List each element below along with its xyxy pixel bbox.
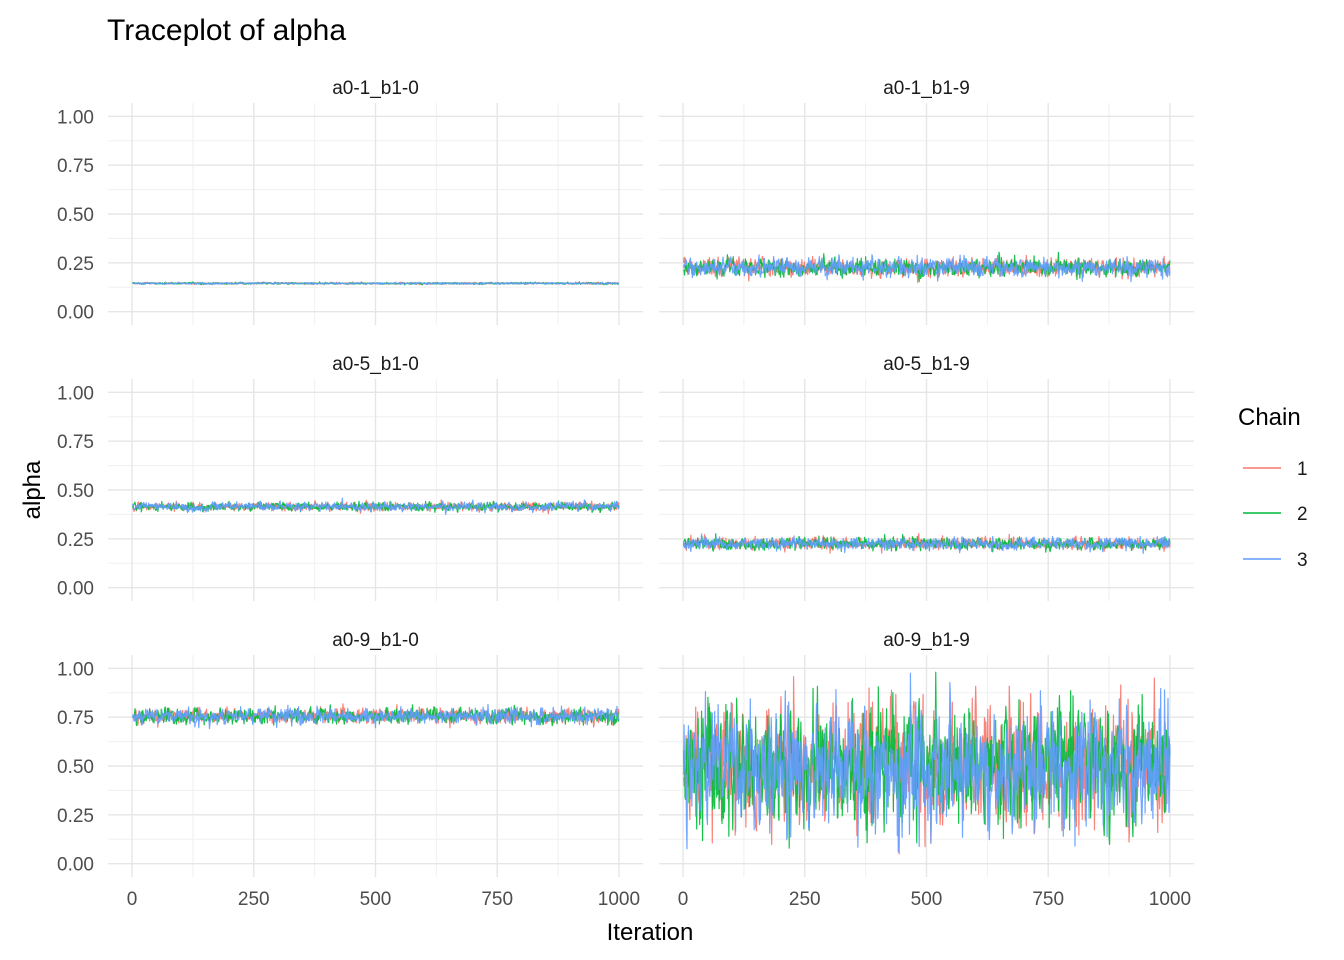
trace-chain-3 (682, 254, 1171, 283)
x-tick-label: 0 (127, 889, 138, 910)
x-tick-label: 250 (238, 889, 270, 910)
y-tick-label: 1.00 (57, 383, 94, 404)
major-grid (108, 103, 643, 325)
y-tick-label: 0.00 (57, 303, 94, 324)
panel-a0-5_b1-0: a0-5_b1-0 0.00 0.25 0.50 0.75 1.00 (57, 354, 643, 601)
facet-label: a0-1_b1-9 (883, 78, 970, 99)
y-tick-label: 0.50 (57, 757, 94, 778)
legend: Chain 1 2 3 (1238, 404, 1308, 571)
trace-chain-3 (131, 497, 620, 515)
panel-a0-1_b1-9: a0-1_b1-9 (659, 78, 1194, 325)
x-tick-label: 750 (481, 889, 513, 910)
traces (682, 533, 1171, 555)
trace-chain-3 (132, 281, 620, 286)
panel-a0-1_b1-0: a0-1_b1-0 0.00 0.25 0.50 0.75 1.00 (57, 78, 643, 325)
trace-chain-3 (682, 533, 1171, 555)
x-axis-title: Iteration (607, 919, 694, 946)
traces (131, 703, 620, 730)
y-tick-label: 0.75 (57, 156, 94, 177)
y-tick-label: 1.00 (57, 107, 94, 128)
x-tick-label: 0 (678, 889, 689, 910)
chart-title: Traceplot of alpha (107, 14, 346, 47)
x-tick-label: 500 (360, 889, 392, 910)
traces (682, 251, 1171, 284)
legend-label-chain-2: 2 (1297, 504, 1308, 525)
legend-label-chain-1: 1 (1297, 459, 1308, 480)
y-tick-label: 1.00 (57, 659, 94, 680)
traces (131, 497, 620, 515)
major-grid (659, 379, 1194, 601)
y-tick-label: 0.00 (57, 855, 94, 876)
major-grid (108, 379, 643, 601)
y-tick-label: 0.50 (57, 205, 94, 226)
trace-chain-3 (682, 672, 1171, 853)
facet-label: a0-9_b1-9 (883, 630, 970, 651)
y-tick-label: 0.75 (57, 708, 94, 729)
facet-panels: a0-1_b1-0 0.00 0.25 0.50 0.75 1.00 a0-1_b1-9 a0… (57, 78, 1194, 910)
major-grid (659, 103, 1194, 325)
y-tick-label: 0.00 (57, 579, 94, 600)
x-tick-label: 750 (1032, 889, 1064, 910)
y-tick-label: 0.75 (57, 432, 94, 453)
legend-label-chain-3: 3 (1297, 550, 1308, 571)
trace-chain-3 (131, 703, 620, 730)
y-tick-label: 0.25 (57, 254, 94, 275)
y-tick-label: 0.25 (57, 806, 94, 827)
facet-label: a0-5_b1-9 (883, 354, 970, 375)
legend-title: Chain (1238, 404, 1301, 431)
x-tick-label: 500 (911, 889, 943, 910)
traces (132, 281, 620, 286)
y-tick-label: 0.25 (57, 530, 94, 551)
panel-a0-9_b1-0: a0-9_b1-0 0.00 0.25 0.50 0.75 1.00 0 250 500 750 1… (57, 630, 643, 910)
facet-label: a0-1_b1-0 (332, 78, 419, 99)
facet-label: a0-9_b1-0 (332, 630, 419, 651)
facet-label: a0-5_b1-0 (332, 354, 419, 375)
panel-a0-9_b1-9: a0-9_b1-9 0 250 500 750 1000 (659, 630, 1194, 910)
x-tick-label: 1000 (1149, 889, 1191, 910)
major-grid (108, 655, 643, 877)
panel-a0-5_b1-9: a0-5_b1-9 (659, 354, 1194, 601)
traces (682, 671, 1171, 855)
x-tick-label: 250 (789, 889, 821, 910)
y-axis-title: alpha (19, 460, 46, 519)
x-tick-label: 1000 (598, 889, 640, 910)
y-tick-label: 0.50 (57, 481, 94, 502)
